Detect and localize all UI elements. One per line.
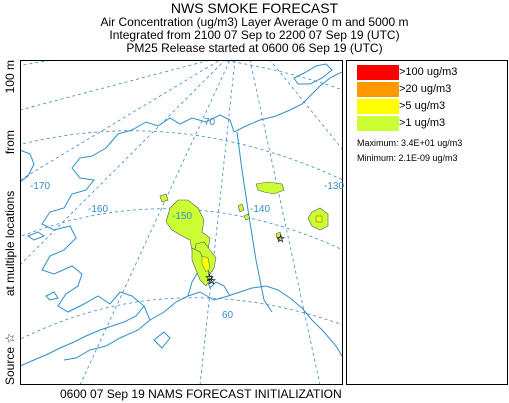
lon-label: -160 xyxy=(88,204,109,215)
kodiak-island xyxy=(153,331,171,349)
fire-source-marker: ☆ xyxy=(205,273,214,284)
plume-core-1 xyxy=(201,255,211,273)
st-lawrence-island xyxy=(26,231,46,241)
legend-swatch-100 xyxy=(357,65,399,80)
fire-source-marker: ☆ xyxy=(207,276,216,287)
forecast-title: NWS SMOKE FORECAST xyxy=(170,0,339,16)
arctic-island xyxy=(293,63,333,85)
alaska-coastline xyxy=(41,114,342,361)
maximum-value: Maximum: 3.4E+01 ug/m3 xyxy=(357,138,463,148)
minimum-value: Minimum: 2.1E-09 ug/m3 xyxy=(357,153,458,163)
legend-label-5: >5 ug/m3 xyxy=(399,100,446,112)
lat-label: 70 xyxy=(204,117,216,128)
longitude-grid xyxy=(21,61,342,384)
smoke-map: ☆ ☆ ☆ xyxy=(21,61,342,384)
plume-yukon xyxy=(255,181,285,195)
legend-label-100: >100 ug/m3 xyxy=(399,66,458,78)
plume-small-1 xyxy=(159,193,169,203)
plume-small-3 xyxy=(243,213,251,221)
integration-period: Integrated from 2100 07 Sep to 2200 07 S… xyxy=(109,28,400,42)
release-info: PM25 Release started at 0600 06 Sep 19 (… xyxy=(126,41,383,55)
plume-small-2 xyxy=(237,203,245,213)
legend-panel: >100 ug/m3 >20 ug/m3 >5 ug/m3 >1 ug/m3 M… xyxy=(346,60,508,385)
us-canada-border xyxy=(236,131,273,313)
fire-source-marker: ☆ xyxy=(276,234,285,245)
forecast-footer: 0600 07 Sep 19 NAMS FORECAST INITIALIZAT… xyxy=(60,387,342,401)
lat-label: 60 xyxy=(222,310,234,321)
legend-label-1: >1 ug/m3 xyxy=(399,117,446,129)
smoke-core xyxy=(201,215,323,273)
height-text: 100 m xyxy=(3,60,17,94)
locations-text: at multiple locations xyxy=(3,190,17,297)
source-side-label: Source ☆ at multiple locations from 100 … xyxy=(2,60,18,385)
legend-label-20: >20 ug/m3 xyxy=(399,83,452,95)
nunivak-island xyxy=(45,291,59,301)
smoke-plumes xyxy=(159,181,329,287)
lon-label: -150 xyxy=(172,211,193,222)
from-text: from xyxy=(3,130,17,155)
alaska-peninsula xyxy=(21,305,145,367)
concentration-subtitle: Air Concentration (ug/m3) Layer Average … xyxy=(100,15,409,29)
map-frame xyxy=(20,60,343,385)
legend-swatch-1 xyxy=(357,116,399,131)
legend-swatch-20 xyxy=(357,82,399,97)
lon-label: -140 xyxy=(250,204,271,215)
lon-label: -130 xyxy=(324,181,345,192)
legend-swatch-5 xyxy=(357,99,399,114)
chukotka-coastline xyxy=(21,149,35,182)
plume-small-4 xyxy=(275,231,283,241)
plume-core-2 xyxy=(315,215,323,223)
source-text: Source ☆ xyxy=(3,332,17,385)
fire-sources: ☆ ☆ ☆ xyxy=(205,234,285,287)
lon-label: -170 xyxy=(30,181,51,192)
canada-coastline xyxy=(233,71,342,133)
